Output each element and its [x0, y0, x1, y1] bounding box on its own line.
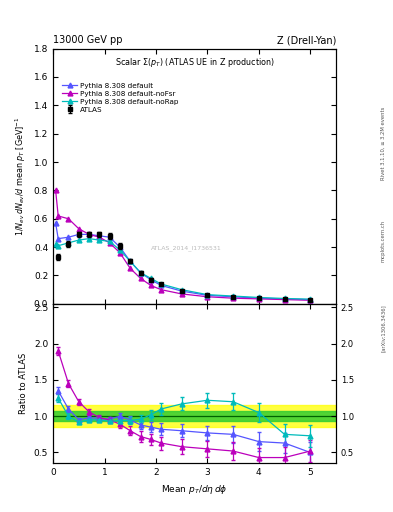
Pythia 8.308 default-noFsr [149, 282, 153, 288]
Pythia 8.308 default-noFsr [66, 216, 71, 222]
Pythia 8.308 default-noFsr [205, 294, 210, 300]
Pythia 8.308 default-noRap [53, 241, 58, 247]
Line: Pythia 8.308 default: Pythia 8.308 default [53, 221, 313, 302]
Pythia 8.308 default-noFsr [107, 240, 112, 246]
Text: Rivet 3.1.10, ≥ 3.2M events: Rivet 3.1.10, ≥ 3.2M events [381, 106, 386, 180]
Text: Z (Drell-Yan): Z (Drell-Yan) [277, 35, 336, 45]
Y-axis label: $1/N_{ev}\,dN_{ev}/d$ mean $p_T$ [GeV]$^{-1}$: $1/N_{ev}\,dN_{ev}/d$ mean $p_T$ [GeV]$^… [14, 116, 28, 236]
Pythia 8.308 default-noFsr [118, 250, 122, 256]
Text: ATLAS_2014_I1736531: ATLAS_2014_I1736531 [151, 245, 221, 250]
Pythia 8.308 default-noRap [107, 239, 112, 245]
Text: mcplots.cern.ch: mcplots.cern.ch [381, 220, 386, 262]
Pythia 8.308 default [159, 282, 163, 288]
Pythia 8.308 default [97, 233, 102, 239]
Bar [53, 411, 336, 421]
Pythia 8.308 default [53, 220, 58, 226]
Pythia 8.308 default-noFsr [97, 234, 102, 240]
Legend: Pythia 8.308 default, Pythia 8.308 default-noFsr, Pythia 8.308 default-noRap, AT: Pythia 8.308 default, Pythia 8.308 defau… [62, 83, 179, 113]
Pythia 8.308 default-noRap [149, 275, 153, 282]
Pythia 8.308 default [128, 258, 132, 264]
Pythia 8.308 default [231, 294, 235, 300]
Pythia 8.308 default-noRap [257, 294, 261, 301]
Pythia 8.308 default-noRap [138, 270, 143, 276]
Pythia 8.308 default [56, 236, 61, 242]
Line: Pythia 8.308 default-noRap: Pythia 8.308 default-noRap [53, 236, 313, 302]
Text: Scalar $\Sigma(p_T)$ (ATLAS UE in Z production): Scalar $\Sigma(p_T)$ (ATLAS UE in Z prod… [115, 56, 274, 69]
Text: 13000 GeV pp: 13000 GeV pp [53, 35, 123, 45]
Pythia 8.308 default-noRap [118, 247, 122, 253]
Pythia 8.308 default-noRap [159, 281, 163, 287]
Pythia 8.308 default [282, 296, 287, 302]
Pythia 8.308 default-noRap [87, 236, 92, 242]
Text: [arXiv:1306.3436]: [arXiv:1306.3436] [381, 304, 386, 352]
Pythia 8.308 default-noRap [205, 291, 210, 297]
Pythia 8.308 default-noFsr [179, 291, 184, 297]
Pythia 8.308 default [308, 296, 313, 303]
Line: Pythia 8.308 default-noFsr: Pythia 8.308 default-noFsr [53, 188, 313, 303]
Pythia 8.308 default [179, 288, 184, 294]
Pythia 8.308 default-noFsr [53, 187, 58, 194]
Pythia 8.308 default-noFsr [76, 226, 81, 232]
Pythia 8.308 default-noFsr [128, 265, 132, 271]
Pythia 8.308 default [87, 231, 92, 238]
Pythia 8.308 default [149, 276, 153, 283]
Pythia 8.308 default-noRap [179, 287, 184, 293]
Pythia 8.308 default-noRap [56, 243, 61, 249]
Pythia 8.308 default [66, 234, 71, 240]
Pythia 8.308 default-noRap [76, 237, 81, 243]
Bar [53, 406, 336, 427]
Pythia 8.308 default-noRap [128, 258, 132, 264]
X-axis label: Mean $p_T/d\eta\,d\phi$: Mean $p_T/d\eta\,d\phi$ [161, 483, 228, 496]
Pythia 8.308 default-noFsr [56, 213, 61, 219]
Pythia 8.308 default [107, 234, 112, 240]
Pythia 8.308 default-noFsr [257, 296, 261, 302]
Pythia 8.308 default [76, 231, 81, 238]
Pythia 8.308 default-noRap [231, 293, 235, 299]
Pythia 8.308 default-noFsr [87, 231, 92, 238]
Pythia 8.308 default-noRap [282, 295, 287, 302]
Pythia 8.308 default [118, 244, 122, 250]
Pythia 8.308 default [138, 270, 143, 276]
Pythia 8.308 default-noFsr [282, 296, 287, 303]
Pythia 8.308 default-noFsr [159, 287, 163, 293]
Pythia 8.308 default-noRap [66, 240, 71, 246]
Pythia 8.308 default [205, 292, 210, 298]
Pythia 8.308 default-noFsr [231, 295, 235, 301]
Pythia 8.308 default-noRap [97, 237, 102, 243]
Y-axis label: Ratio to ATLAS: Ratio to ATLAS [19, 353, 28, 414]
Pythia 8.308 default-noRap [308, 296, 313, 302]
Pythia 8.308 default [257, 295, 261, 301]
Pythia 8.308 default-noFsr [138, 275, 143, 282]
Pythia 8.308 default-noFsr [308, 297, 313, 304]
